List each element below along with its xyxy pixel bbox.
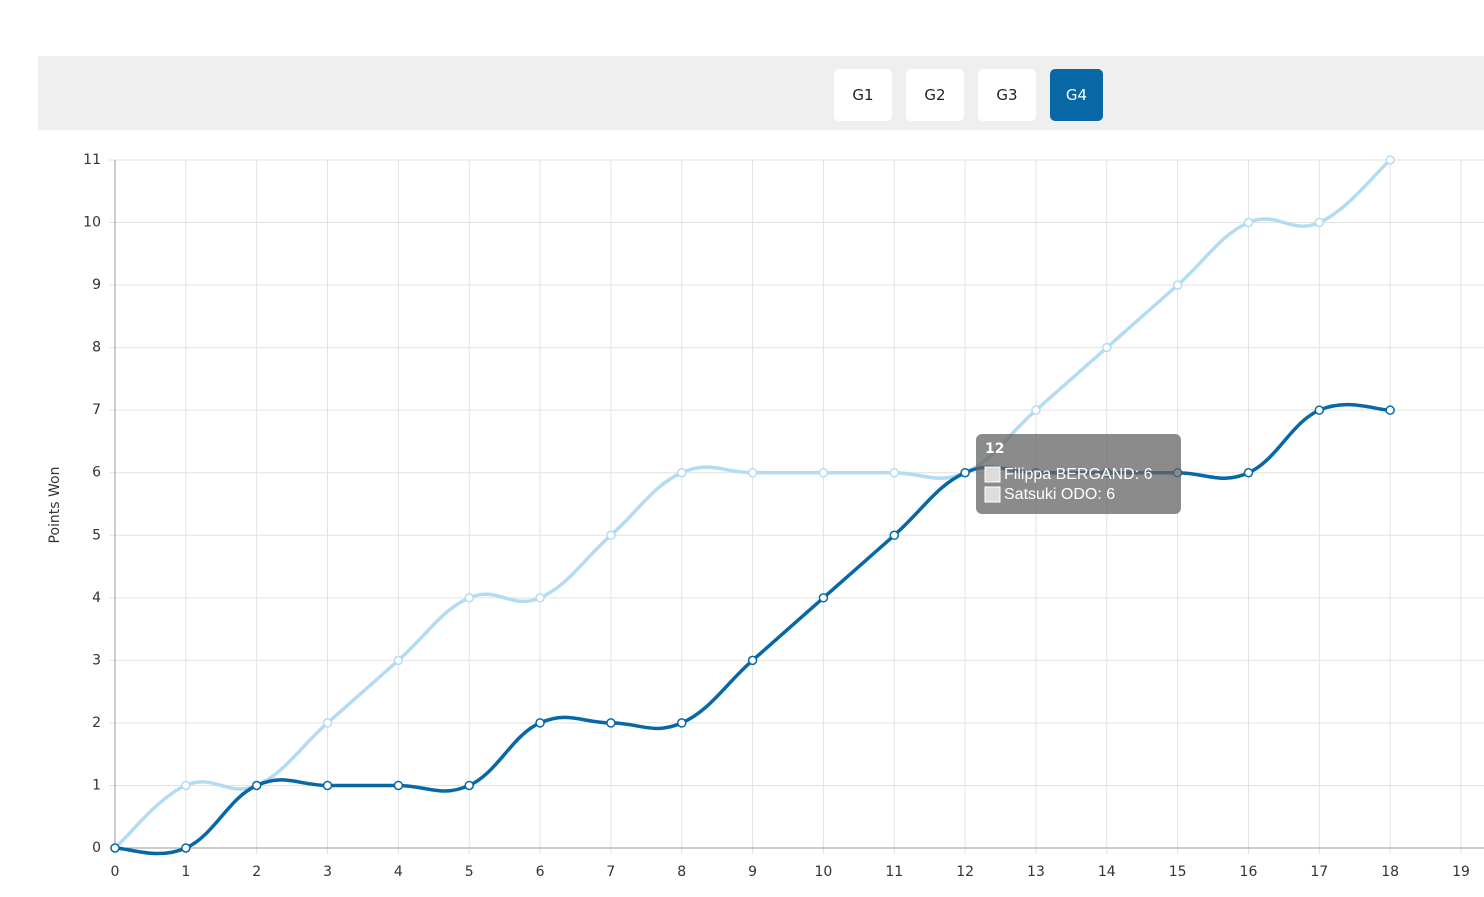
point [181,843,191,853]
x-tick-label: 16 [1240,864,1258,880]
point [1314,405,1325,415]
y-tick-label: 11 [83,152,101,168]
tooltip-swatch [984,466,1001,483]
x-tick-label: 4 [394,864,403,880]
point [676,467,687,478]
game-tab[interactable]: G3 [978,69,1036,121]
point [889,530,900,541]
point [110,843,120,853]
game-tab[interactable]: G1 [834,69,892,121]
y-tick-label: 3 [92,652,101,668]
x-tick-label: 17 [1310,864,1328,880]
point [322,718,333,728]
y-tick-label: 2 [92,715,101,731]
tooltip-separator: : [1135,466,1144,483]
tooltip-box [976,434,1181,514]
point [960,467,970,478]
x-tick-label: 7 [606,864,615,880]
point [535,593,545,603]
x-tick-label: 9 [748,864,757,880]
tooltip-value: 6 [1106,486,1115,503]
y-tick-label: 7 [92,402,101,418]
x-tick-label: 15 [1169,864,1187,880]
tooltip-line: Filippa BERGAND: 6 [1004,466,1153,483]
x-tick-label: 1 [181,864,190,880]
y-tick-label: 8 [92,340,101,356]
point [818,593,829,603]
point [251,780,262,791]
tooltip-line: Satsuki ODO: 6 [1004,486,1115,503]
y-tick-label: 10 [83,215,101,231]
tooltip-series-name: Filippa BERGAND [1004,466,1135,483]
x-tick-label: 6 [536,864,545,880]
point [535,718,545,728]
x-tick-label: 18 [1381,864,1399,880]
point [1172,280,1183,290]
x-tick-label: 12 [956,864,974,880]
tooltip-swatch [984,486,1001,503]
tooltip-value: 6 [1144,466,1153,483]
point [393,780,404,791]
point [889,467,900,478]
point [676,718,687,728]
y-tick-label: 5 [92,527,101,543]
point [1102,342,1112,353]
y-tick-label: 6 [92,465,101,481]
tooltip-title: 12 [985,441,1004,457]
x-tick-label: 5 [465,864,474,880]
x-tick-label: 14 [1098,864,1116,880]
tooltip-separator: : [1097,486,1106,503]
point [747,655,758,666]
point [606,718,616,728]
point [464,593,474,603]
y-axis-label: Points Won [47,467,63,544]
point [181,780,191,791]
x-tick-label: 3 [323,864,332,880]
tooltip-series-name: Satsuki ODO [1004,486,1097,503]
point [1243,217,1254,228]
game-tab[interactable]: G2 [906,69,964,121]
x-tick-label: 11 [885,864,903,880]
point [1031,405,1041,415]
point [1314,217,1325,228]
point [322,780,333,791]
x-tick-label: 10 [815,864,833,880]
point [393,655,404,666]
tab-bar: G1 G2 G3 G4 [38,56,1484,130]
x-tick-label: 0 [111,864,120,880]
point [1385,405,1395,415]
y-tick-label: 9 [92,277,101,293]
point [1385,155,1395,165]
point [1243,467,1254,478]
y-tick-label: 4 [92,590,101,606]
x-tick-label: 19 [1452,864,1470,880]
x-tick-label: 13 [1027,864,1045,880]
x-tick-label: 8 [677,864,686,880]
point [606,530,616,541]
y-tick-label: 1 [92,777,101,793]
point [464,780,474,791]
game-tab[interactable]: G4 [1050,69,1103,121]
y-tick-label: 0 [92,840,101,856]
point [818,467,829,478]
point [747,467,758,478]
x-tick-label: 2 [252,864,261,880]
